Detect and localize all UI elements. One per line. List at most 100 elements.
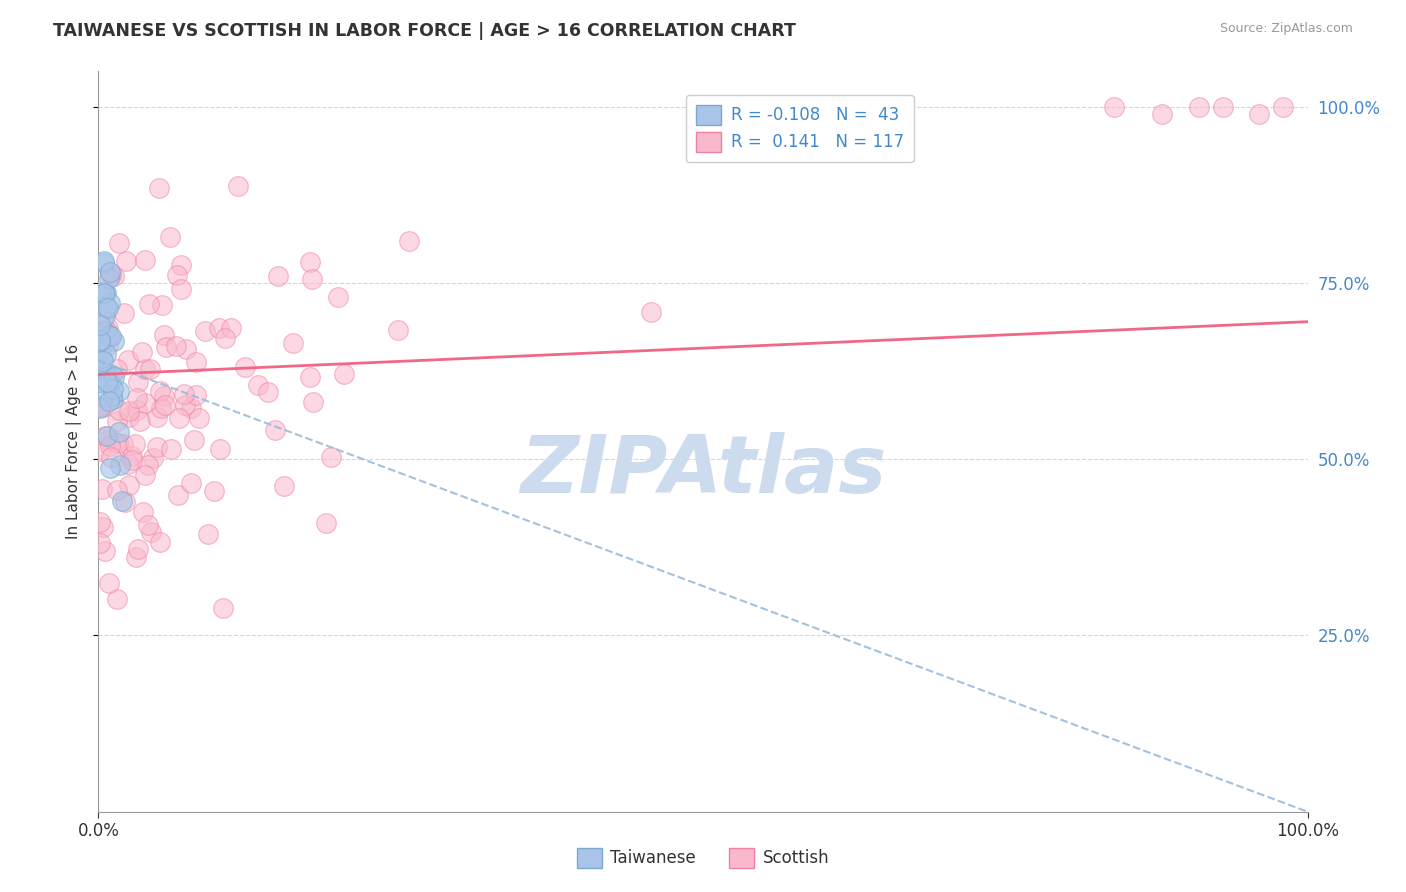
Point xyxy=(100,268,122,282)
Point xyxy=(89,516,111,530)
Point xyxy=(134,361,156,376)
Text: TAIWANESE VS SCOTTISH IN LABOR FORCE | AGE > 16 CORRELATION CHART: TAIWANESE VS SCOTTISH IN LABOR FORCE | A… xyxy=(53,22,796,40)
Text: Source: ZipAtlas.com: Source: ZipAtlas.com xyxy=(1219,22,1353,36)
Point xyxy=(89,334,111,348)
Point xyxy=(180,476,202,491)
Point xyxy=(202,483,225,498)
Point xyxy=(155,398,177,412)
Point xyxy=(127,375,149,389)
Point xyxy=(146,440,169,454)
Point xyxy=(97,327,120,342)
Point xyxy=(105,483,128,497)
Point xyxy=(125,391,148,405)
Point xyxy=(166,268,188,282)
Point xyxy=(194,324,217,338)
Point xyxy=(152,328,174,343)
Point xyxy=(98,439,121,453)
Point xyxy=(93,285,115,300)
Point xyxy=(257,384,280,399)
Point xyxy=(93,365,115,379)
Point xyxy=(107,425,129,440)
Point xyxy=(1272,100,1295,114)
Point xyxy=(96,375,118,389)
Point xyxy=(173,398,195,412)
Point xyxy=(108,403,131,417)
Point xyxy=(166,487,188,501)
Point xyxy=(273,479,295,493)
Point xyxy=(165,339,187,353)
Point xyxy=(315,516,337,530)
Point xyxy=(89,318,111,333)
Point xyxy=(118,478,141,492)
Point xyxy=(98,265,121,279)
Point xyxy=(326,290,349,304)
Point xyxy=(1212,100,1234,114)
Point xyxy=(105,592,128,607)
Point xyxy=(98,393,121,408)
Point xyxy=(118,410,141,425)
Point xyxy=(299,254,322,268)
Y-axis label: In Labor Force | Age > 16: In Labor Force | Age > 16 xyxy=(66,344,83,539)
Point xyxy=(138,517,160,532)
Point xyxy=(134,396,156,410)
Point xyxy=(98,296,121,310)
Point xyxy=(97,321,120,335)
Point xyxy=(184,388,207,402)
Point xyxy=(174,343,197,357)
Point xyxy=(219,321,242,335)
Point xyxy=(281,335,304,350)
Point xyxy=(93,324,115,338)
Point xyxy=(103,382,125,396)
Point xyxy=(208,321,231,335)
Point xyxy=(97,434,120,448)
Point xyxy=(149,535,172,549)
Point xyxy=(155,340,177,354)
Point xyxy=(1249,106,1271,120)
Point xyxy=(235,360,257,375)
Point xyxy=(226,178,249,193)
Point xyxy=(89,375,111,389)
Point xyxy=(93,307,115,321)
Point xyxy=(97,271,120,285)
Point xyxy=(89,401,111,415)
Point xyxy=(159,230,181,244)
Point xyxy=(93,309,115,323)
Point xyxy=(89,334,111,349)
Point xyxy=(97,301,120,315)
Point xyxy=(89,343,111,357)
Point xyxy=(264,423,287,437)
Point xyxy=(90,351,112,365)
Point xyxy=(129,414,152,428)
Point xyxy=(131,345,153,359)
Point xyxy=(93,400,115,414)
Point xyxy=(214,330,236,344)
Point xyxy=(149,401,172,415)
Point xyxy=(89,399,111,413)
Point xyxy=(91,389,114,403)
Point xyxy=(96,324,118,338)
Point xyxy=(640,305,662,319)
Point xyxy=(188,411,211,425)
Point xyxy=(1188,100,1211,114)
Point xyxy=(298,369,321,384)
Point xyxy=(170,282,193,296)
Point xyxy=(98,460,121,475)
Legend: R = -0.108   N =  43, R =  0.141   N = 117: R = -0.108 N = 43, R = 0.141 N = 117 xyxy=(686,95,914,161)
Point xyxy=(180,401,202,415)
Point xyxy=(173,387,195,401)
Point xyxy=(267,269,290,284)
Point xyxy=(94,543,117,558)
Text: ZIPAtlas: ZIPAtlas xyxy=(520,432,886,510)
Point xyxy=(103,370,125,384)
Legend: Taiwanese, Scottish: Taiwanese, Scottish xyxy=(571,841,835,875)
Point xyxy=(301,272,323,286)
Point xyxy=(100,329,122,343)
Point xyxy=(183,433,205,447)
Point xyxy=(98,576,121,591)
Point xyxy=(91,354,114,368)
Point xyxy=(90,293,112,307)
Point xyxy=(94,429,117,443)
Point xyxy=(139,362,162,376)
Point xyxy=(117,457,139,471)
Point xyxy=(150,298,173,312)
